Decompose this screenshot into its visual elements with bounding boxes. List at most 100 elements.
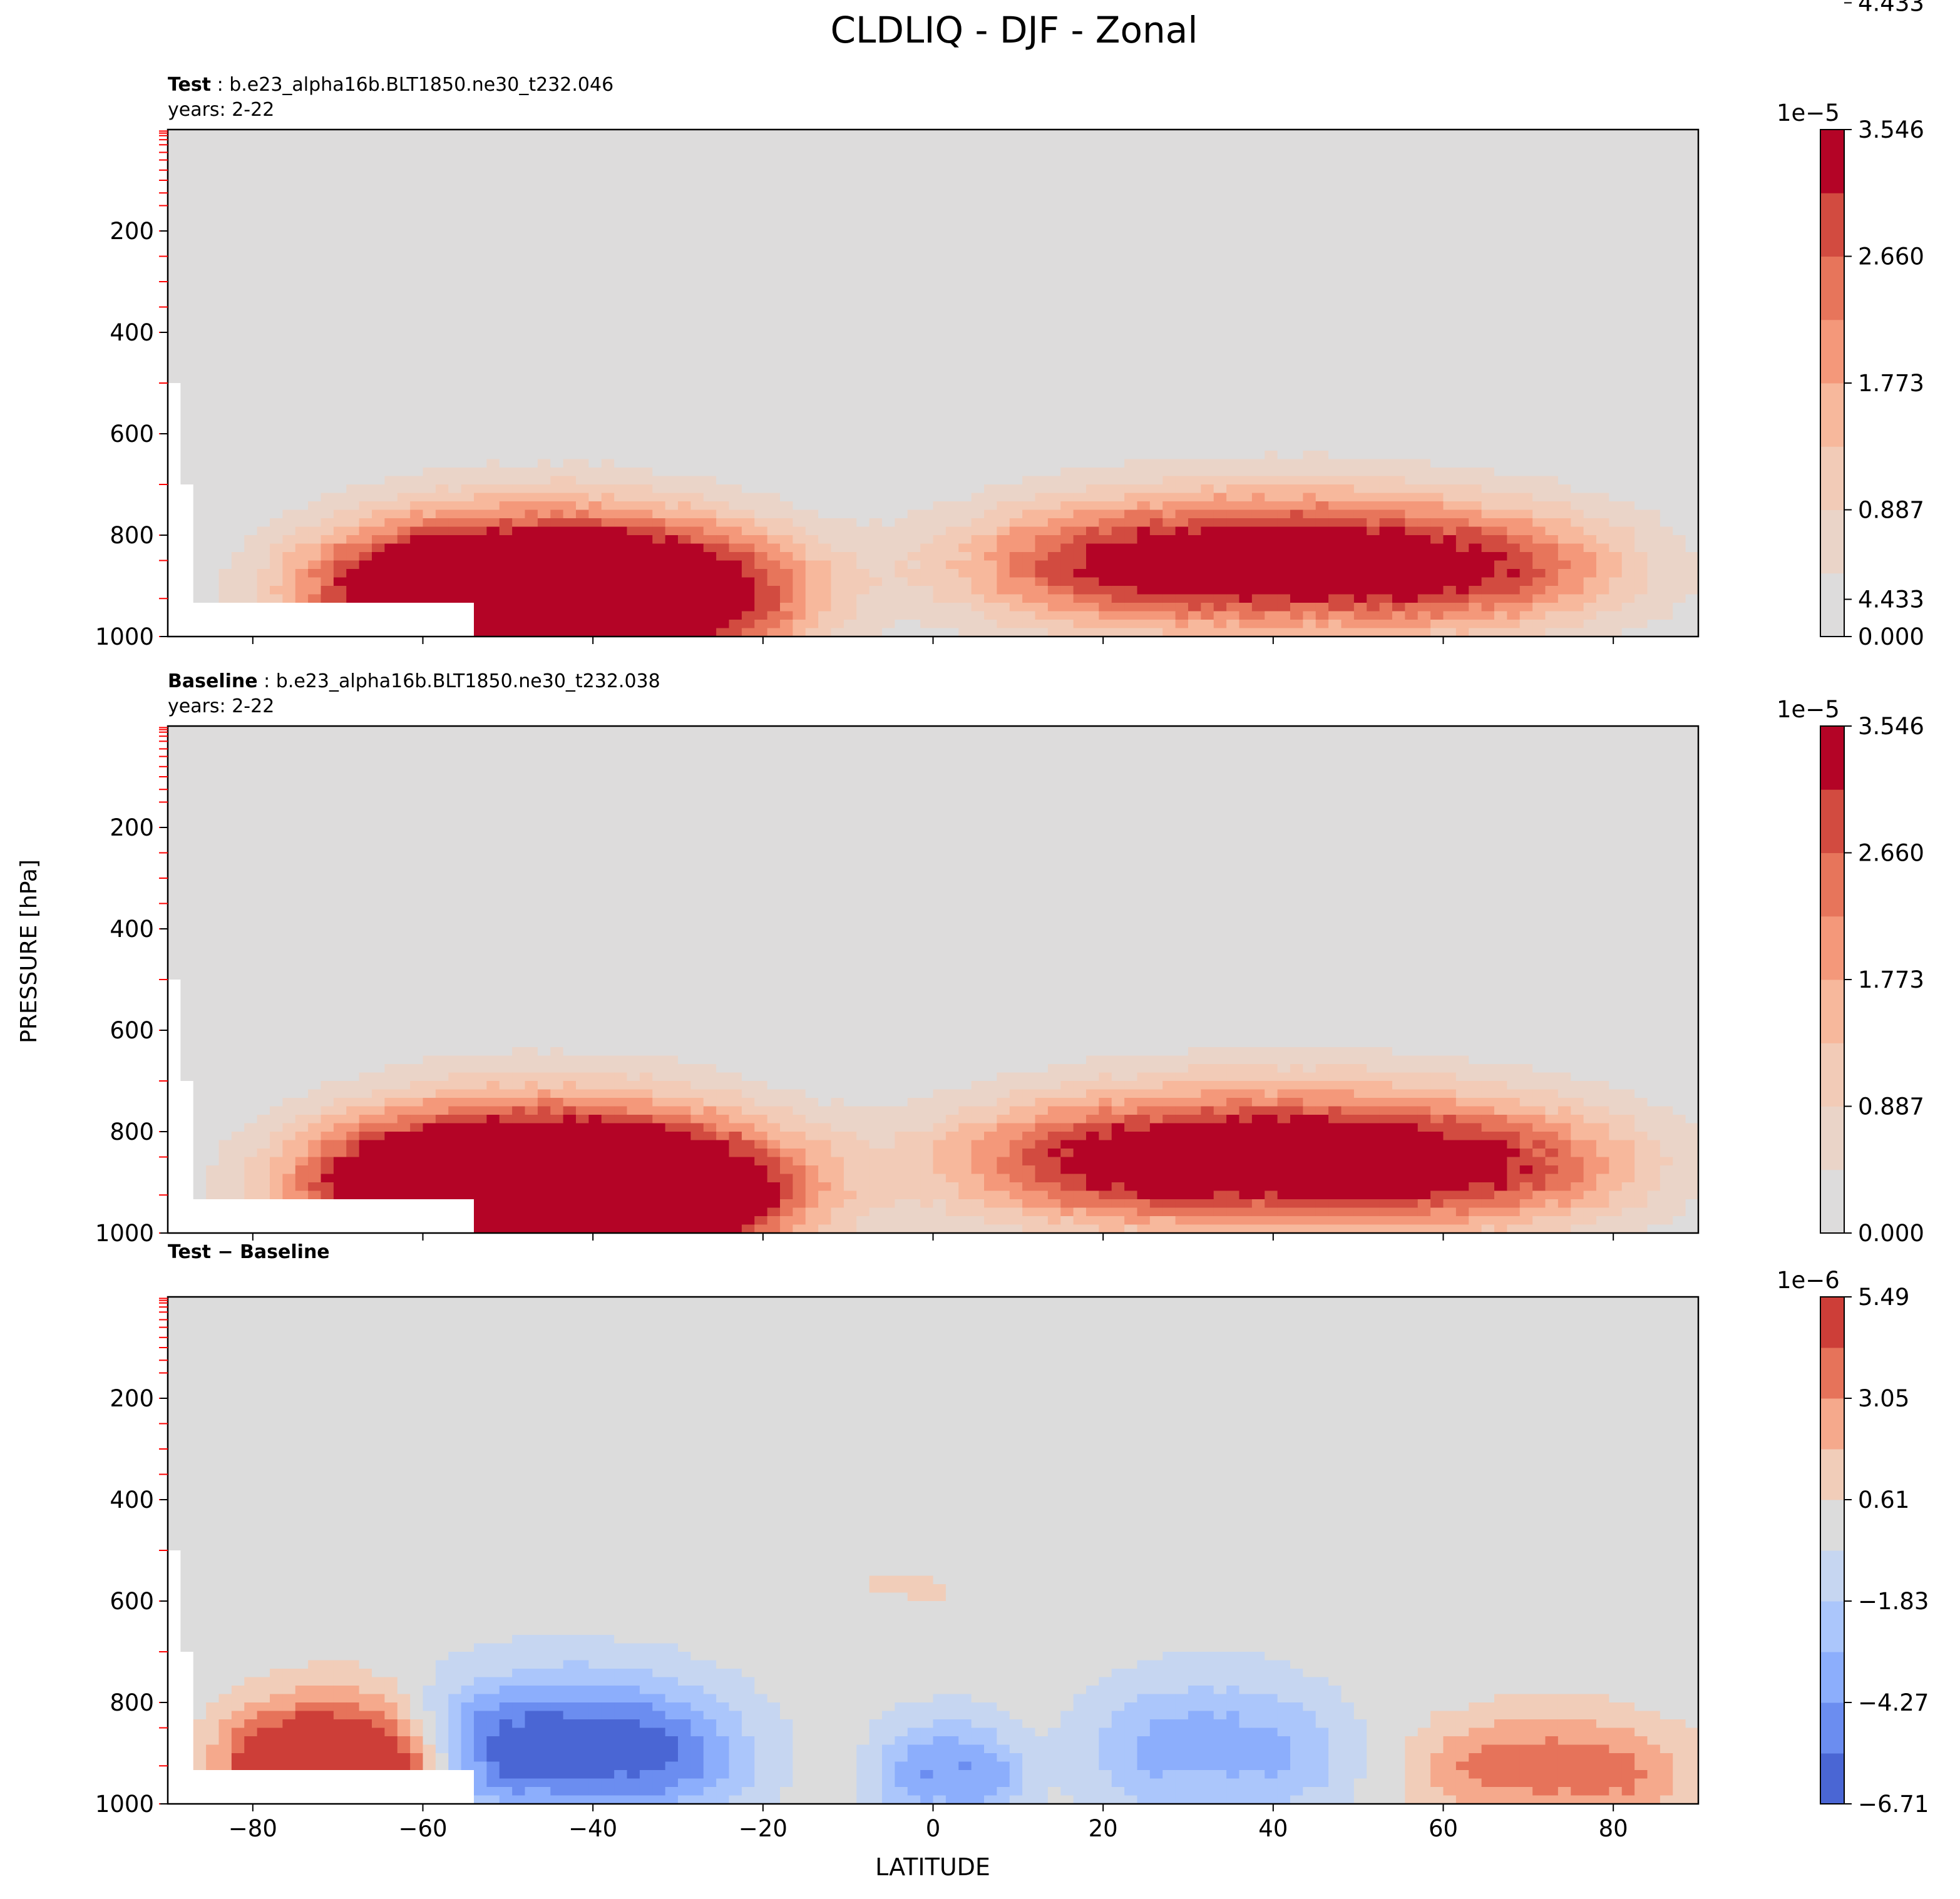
field-cell xyxy=(499,451,513,460)
field-cell xyxy=(1455,146,1469,156)
field-cell xyxy=(1685,155,1699,164)
field-cell xyxy=(1162,290,1176,299)
field-cell xyxy=(869,366,883,376)
field-cell xyxy=(882,340,895,350)
field-cell xyxy=(486,171,500,181)
field-cell xyxy=(346,357,360,367)
field-cell xyxy=(1571,349,1584,359)
field-cell xyxy=(1201,442,1214,451)
field-cell xyxy=(499,273,513,282)
field-cell xyxy=(1685,400,1699,409)
field-cell xyxy=(512,349,526,359)
field-cell xyxy=(882,374,895,384)
field-cell xyxy=(895,391,908,401)
field-cell xyxy=(1251,256,1265,265)
field-cell xyxy=(1328,434,1342,443)
field-cell xyxy=(525,155,538,164)
field-cell xyxy=(1507,459,1521,468)
field-cell xyxy=(563,425,577,434)
field-cell xyxy=(895,459,908,468)
field-cell xyxy=(1111,349,1125,359)
field-cell xyxy=(244,451,258,460)
field-cell xyxy=(486,197,500,207)
field-cell xyxy=(397,205,411,215)
field-cell xyxy=(1660,290,1673,299)
field-cell xyxy=(1417,231,1431,240)
field-cell xyxy=(1596,155,1609,164)
field-cell xyxy=(588,163,602,173)
field-cell xyxy=(1647,248,1661,257)
field-cell xyxy=(1035,180,1049,190)
field-cell xyxy=(1149,383,1163,392)
field-cell xyxy=(423,451,436,460)
field-cell xyxy=(895,408,908,417)
field-cell xyxy=(1596,459,1609,468)
field-cell xyxy=(1265,239,1278,248)
field-cell xyxy=(1571,290,1584,299)
field-cell xyxy=(397,222,411,232)
field-cell xyxy=(1647,163,1661,173)
field-cell xyxy=(180,459,194,468)
field-cell xyxy=(461,146,475,156)
field-cell xyxy=(665,451,679,460)
field-cell xyxy=(1443,425,1457,434)
field-cell xyxy=(384,366,398,376)
field-cell xyxy=(754,324,768,333)
field-cell xyxy=(601,197,615,207)
field-cell xyxy=(1596,442,1609,451)
field-cell xyxy=(614,231,628,240)
field-cell xyxy=(499,130,513,139)
field-cell xyxy=(193,256,207,265)
field-cell xyxy=(971,146,985,156)
field-cell xyxy=(1022,340,1036,350)
field-cell xyxy=(1239,332,1253,342)
field-cell xyxy=(333,163,347,173)
field-cell xyxy=(678,374,691,384)
field-cell xyxy=(588,290,602,299)
field-cell xyxy=(1545,163,1559,173)
field-cell xyxy=(474,425,487,434)
field-cell xyxy=(168,239,181,248)
field-cell xyxy=(920,163,934,173)
field-cell xyxy=(1086,180,1099,190)
field-cell xyxy=(627,332,640,342)
field-cell xyxy=(321,383,334,392)
field-cell xyxy=(1634,130,1648,139)
field-cell xyxy=(1685,214,1699,223)
field-cell xyxy=(563,130,577,139)
field-cell xyxy=(244,130,258,139)
field-cell xyxy=(1137,468,1151,477)
field-cell xyxy=(1673,307,1686,316)
field-cell xyxy=(1239,400,1253,409)
field-cell xyxy=(1379,248,1393,257)
field-cell xyxy=(690,374,704,384)
y-axis-label: PRESSURE [hPa] xyxy=(16,859,42,1043)
field-cell xyxy=(1226,205,1240,215)
field-cell xyxy=(525,299,538,308)
field-cell xyxy=(1532,205,1546,215)
field-cell xyxy=(690,248,704,257)
field-cell xyxy=(1265,163,1278,173)
field-cell xyxy=(321,214,334,223)
field-cell xyxy=(1469,307,1482,316)
field-cell xyxy=(461,349,475,359)
field-cell xyxy=(1571,391,1584,401)
field-cell xyxy=(665,408,679,417)
field-cell xyxy=(1405,332,1419,342)
field-cell xyxy=(499,400,513,409)
field-cell xyxy=(1277,408,1291,417)
field-cell xyxy=(1162,222,1176,232)
field-cell xyxy=(665,248,679,257)
field-cell xyxy=(193,282,207,291)
field-cell xyxy=(550,273,564,282)
field-cell xyxy=(461,155,475,164)
field-cell xyxy=(563,180,577,190)
field-cell xyxy=(627,290,640,299)
field-cell xyxy=(359,434,372,443)
field-cell xyxy=(244,197,258,207)
field-cell xyxy=(1111,188,1125,198)
field-cell xyxy=(1685,146,1699,156)
field-cell xyxy=(933,374,947,384)
field-cell xyxy=(652,214,666,223)
field-cell xyxy=(1047,357,1061,367)
